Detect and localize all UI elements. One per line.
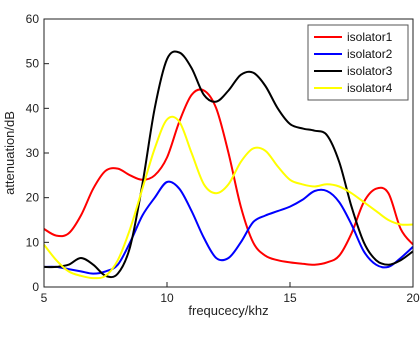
y-tick-label: 40 xyxy=(26,101,40,115)
legend: isolator1 isolator2 isolator3 isolator4 xyxy=(307,24,409,101)
y-tick-label: 20 xyxy=(26,191,40,205)
series-layer xyxy=(43,50,414,280)
x-tick-label: 10 xyxy=(160,291,174,305)
x-tick-label: 20 xyxy=(406,291,420,305)
y-tick-label: 0 xyxy=(32,280,39,294)
x-axis-label: frequcecy/khz xyxy=(188,303,268,318)
legend-label-isolator3: isolator3 xyxy=(347,64,393,78)
series-line-isolator1 xyxy=(43,88,414,266)
y-tick-label: 60 xyxy=(26,12,40,26)
series-line-isolator4 xyxy=(43,115,414,280)
legend-label-isolator2: isolator2 xyxy=(347,47,393,61)
ticks-layer: 5 10 15 20 0 10 20 30 40 50 60 xyxy=(26,12,420,305)
y-tick-label: 30 xyxy=(26,146,40,160)
y-axis-label: attenuation/dB xyxy=(2,111,17,195)
x-tick-label: 15 xyxy=(283,291,297,305)
y-tick-label: 10 xyxy=(26,235,40,249)
x-tick-label: 5 xyxy=(41,291,48,305)
series-line-isolator2 xyxy=(43,180,414,275)
legend-label-isolator4: isolator4 xyxy=(347,81,393,95)
y-tick-label: 50 xyxy=(26,57,40,71)
legend-label-isolator1: isolator1 xyxy=(347,30,393,44)
